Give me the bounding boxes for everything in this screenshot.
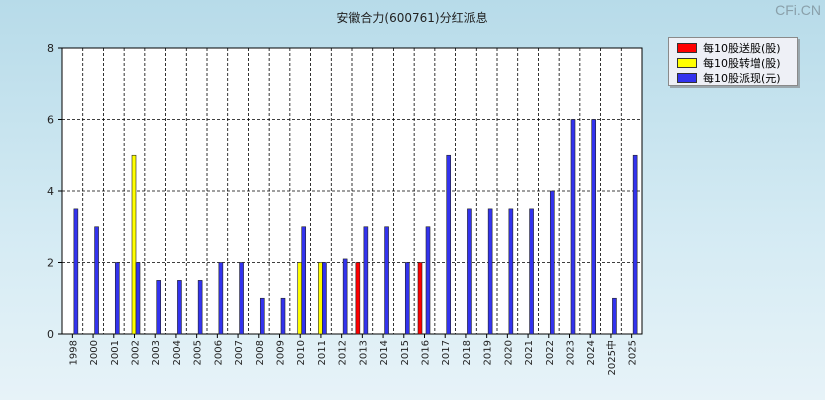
bar-2-2014: [384, 226, 389, 335]
bar-2-2003: [156, 280, 162, 335]
bar-0-2016: [417, 262, 423, 335]
y-tick-label-4: 8: [47, 42, 54, 55]
x-tick-label-14: 2013: [358, 340, 369, 365]
x-tick-label-24: 2023: [566, 340, 577, 365]
x-tick-label-3: 2002: [131, 340, 142, 365]
y-tick-label-2: 4: [47, 185, 54, 198]
x-tick-label-0: 1998: [68, 340, 79, 365]
bar-1-2002: [131, 154, 137, 335]
x-tick-label-6: 2005: [193, 340, 204, 365]
x-tick-label-21: 2020: [503, 340, 514, 365]
bar-2-2025中: [612, 297, 617, 335]
x-axis: 1998 2000 2001 2002 2003 2004 2005 2006 2007 2008…: [68, 334, 639, 375]
y-tick-label-1: 2: [47, 257, 54, 270]
legend-item-1: 每10股转增(股): [669, 55, 797, 70]
x-tick-label-2: 2001: [110, 340, 121, 365]
x-tick-label-26: 2025中: [605, 340, 618, 375]
bar-2-2015: [404, 262, 410, 335]
y-tick-label-3: 6: [47, 114, 54, 127]
bar-1-2011: [318, 262, 323, 335]
legend-swatch-1: [677, 57, 697, 68]
y-tick-label-0: 0: [47, 328, 54, 341]
x-tick-label-8: 2007: [234, 340, 245, 365]
bar-2-2017: [446, 154, 452, 335]
bar-2-2011: [322, 262, 327, 335]
bar-2-2016: [425, 226, 431, 335]
bar-2-2010: [301, 226, 307, 335]
bar-2-2018: [467, 208, 472, 335]
x-tick-label-9: 2008: [255, 340, 266, 365]
grid-lines: [62, 48, 642, 334]
x-tick-label-23: 2022: [545, 340, 556, 365]
bar-2-2004: [177, 280, 182, 335]
bar-2-2006: [218, 262, 224, 335]
x-tick-label-18: 2017: [441, 340, 452, 365]
bar-2-2002: [135, 262, 141, 335]
bar-2-2012: [342, 258, 348, 335]
bar-2-2013: [363, 226, 369, 335]
legend-swatch-0: [677, 42, 697, 53]
bar-2-2022: [549, 190, 555, 335]
bar-2-2021: [529, 208, 534, 335]
legend: 每10股送股(股) 每10股转增(股) 每10股派现(元): [668, 37, 798, 86]
x-tick-label-5: 2004: [172, 340, 183, 365]
x-tick-label-7: 2006: [213, 340, 224, 365]
bar-2-2001: [114, 262, 120, 335]
legend-label-2: 每10股派现(元): [703, 71, 781, 85]
chart-title: 安徽合力(600761)分红派息: [336, 10, 487, 25]
bar-2-2000: [94, 226, 99, 335]
legend-item-0: 每10股送股(股): [669, 40, 797, 55]
x-tick-label-25: 2024: [586, 340, 597, 365]
bar-2-2008: [259, 297, 265, 335]
bar-1-2010: [297, 262, 303, 335]
x-tick-label-12: 2011: [317, 340, 328, 365]
legend-label-0: 每10股送股(股): [703, 41, 781, 55]
x-tick-label-19: 2018: [462, 340, 473, 365]
bar-2-2009: [280, 297, 286, 335]
x-tick-label-10: 2009: [276, 340, 287, 365]
bar-2-2020: [508, 208, 514, 335]
legend-swatch-2: [677, 72, 697, 83]
bar-2-2019: [487, 208, 493, 335]
x-tick-label-13: 2012: [338, 340, 349, 365]
legend-item-2: 每10股派现(元): [669, 70, 797, 85]
bar-2-2005: [197, 280, 203, 335]
x-tick-label-20: 2019: [483, 340, 494, 365]
bar-2-2025: [632, 154, 638, 335]
y-axis: 0 2 4 6 8: [47, 42, 62, 341]
x-tick-label-15: 2014: [379, 340, 390, 365]
bar-2-2023: [570, 119, 576, 335]
watermark: CFi.CN: [775, 2, 821, 18]
x-tick-label-11: 2010: [296, 340, 307, 365]
x-tick-label-1: 2000: [89, 340, 100, 365]
x-tick-label-17: 2016: [421, 340, 432, 365]
bars: [73, 119, 638, 335]
x-tick-label-22: 2021: [524, 340, 535, 365]
bar-2-2007: [239, 262, 244, 335]
x-tick-label-4: 2003: [151, 340, 162, 365]
bar-2-1998: [73, 208, 79, 335]
bar-2-2024: [591, 119, 597, 335]
x-tick-label-16: 2015: [400, 340, 411, 365]
bar-0-2013: [355, 262, 361, 335]
legend-label-1: 每10股转增(股): [703, 56, 781, 70]
x-tick-label-27: 2025: [628, 340, 639, 365]
